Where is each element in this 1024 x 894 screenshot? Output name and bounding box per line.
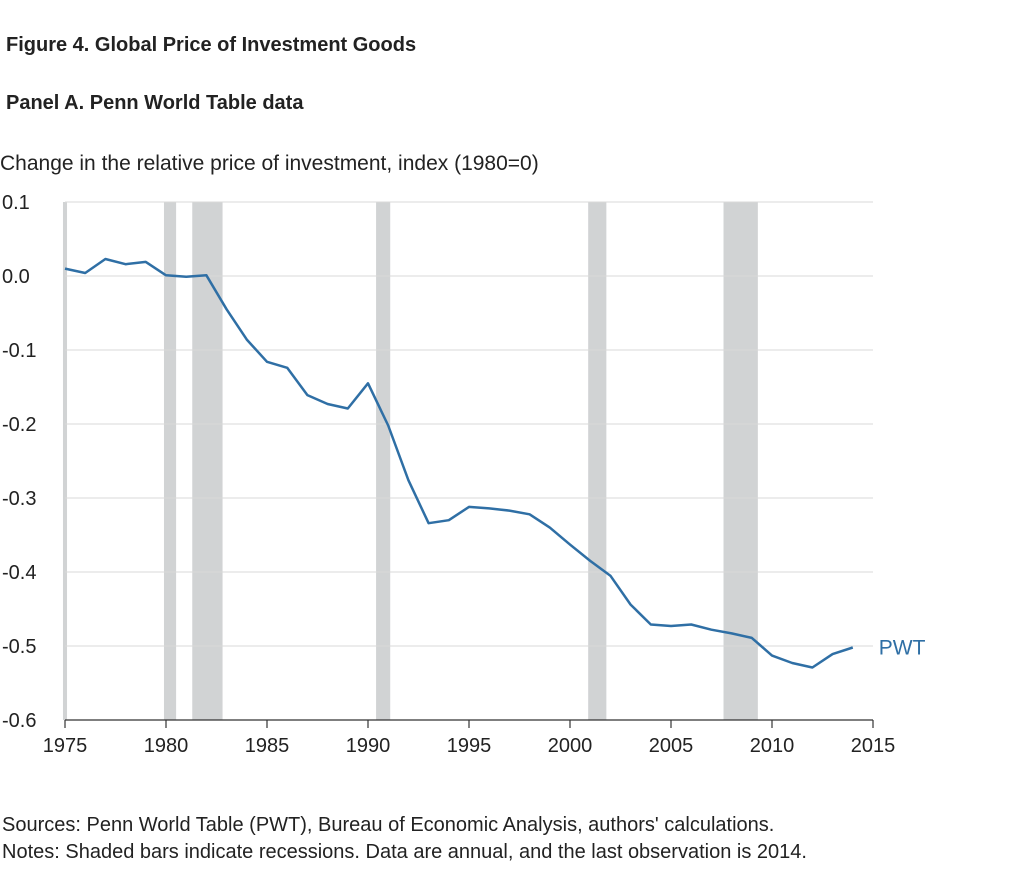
sources-note: Sources: Penn World Table (PWT), Bureau …	[2, 814, 775, 836]
series-line-pwt	[64, 257, 854, 669]
x-tick-label: 1980	[144, 735, 189, 757]
series-lines: PWT	[64, 257, 926, 669]
x-tick-label: 2010	[750, 735, 795, 757]
y-tick-label: -0.3	[2, 488, 36, 510]
recession-bar	[376, 202, 391, 720]
y-tick-label: -0.5	[2, 636, 36, 658]
y-axis-title: Change in the relative price of investme…	[0, 152, 539, 175]
y-tick-label: -0.4	[2, 562, 36, 584]
y-tick-label: 0.0	[2, 266, 30, 288]
series-label-pwt: PWT	[879, 636, 926, 659]
recession-bar	[192, 202, 223, 720]
x-tick-label: 1990	[346, 735, 391, 757]
recession-bar	[163, 202, 177, 720]
recession-bar	[62, 202, 68, 720]
y-axis-ticks: 0.1 0.0 -0.1 -0.2 -0.3 -0.4 -0.5 -0.6	[2, 192, 36, 732]
chart-footnotes: Sources: Penn World Table (PWT), Bureau …	[2, 812, 807, 866]
x-tick-label: 2015	[851, 735, 896, 757]
x-tick-label: 1995	[447, 735, 492, 757]
y-tick-label: 0.1	[2, 192, 30, 214]
x-tick-label: 2000	[548, 735, 593, 757]
x-tick-label: 1985	[245, 735, 290, 757]
recession-bar	[588, 202, 607, 720]
x-axis-ticks: 1975 1980 1985 1990 1995 2000 2005 2010 2015	[43, 720, 896, 757]
x-tick-label: 1975	[43, 735, 88, 757]
recession-bar	[723, 202, 758, 720]
figure-title: Figure 4. Global Price of Investment Goo…	[6, 34, 417, 56]
y-tick-label: -0.2	[2, 414, 36, 436]
y-tick-label: -0.1	[2, 340, 36, 362]
notes-note: Notes: Shaded bars indicate recessions. …	[2, 841, 807, 863]
panel-title: Panel A. Penn World Table data	[6, 92, 304, 114]
y-tick-label: -0.6	[2, 710, 36, 732]
recession-bars	[62, 202, 758, 720]
x-tick-label: 2005	[649, 735, 694, 757]
